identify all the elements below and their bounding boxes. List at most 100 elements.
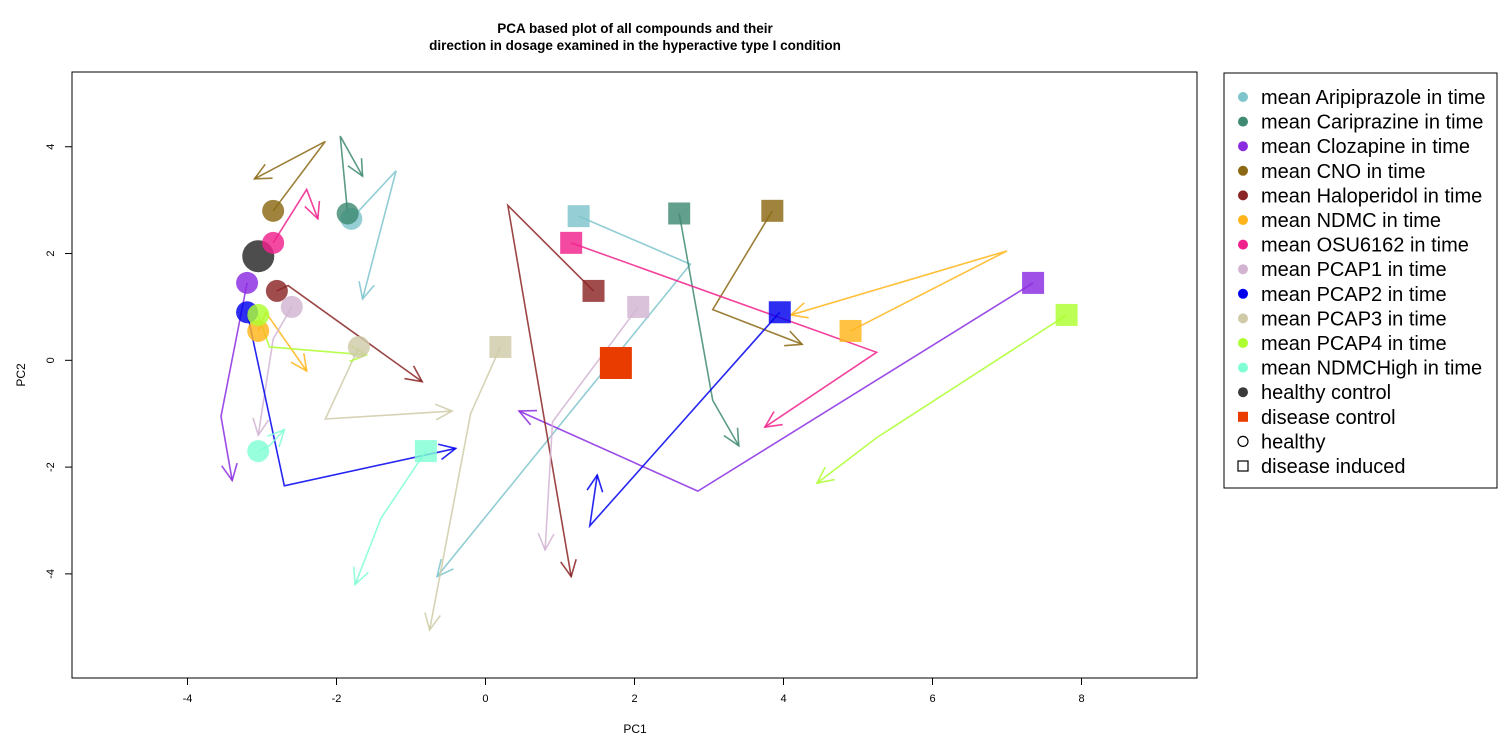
disease-point: [1055, 303, 1078, 326]
disease-trajectory: [816, 314, 1068, 484]
legend-swatch: [1238, 92, 1248, 102]
disease-trajectory-arrowhead: [537, 532, 555, 552]
disease-trajectory-arrowhead: [586, 473, 604, 493]
disease-point: [489, 335, 512, 358]
legend-label: mean Haloperidol in time: [1261, 185, 1482, 207]
healthy-trajectory-arrowhead: [358, 281, 375, 301]
healthy-trajectory: [246, 312, 456, 487]
disease-trajectory-arrowhead: [435, 558, 454, 578]
healthy-point: [247, 319, 270, 342]
disease-point: [414, 440, 437, 463]
disease-trajectory-arrowhead: [517, 409, 538, 426]
healthy-trajectory: [220, 282, 248, 481]
healthy-trajectory-arrowhead: [290, 353, 308, 373]
x-tick-label: -2: [332, 693, 342, 705]
disease-trajectory: [588, 311, 781, 529]
disease-trajectory-arrowhead: [763, 411, 783, 429]
legend-swatch: [1238, 165, 1248, 176]
legend-label: disease control: [1261, 407, 1396, 429]
legend-label: healthy: [1261, 431, 1326, 453]
healthy-trajectory-arrowhead: [252, 163, 273, 180]
legend-label: mean NDMC in time: [1261, 210, 1441, 232]
legend-swatch: [1238, 313, 1248, 324]
disease-trajectory: [678, 213, 740, 447]
legend-swatch: [1238, 288, 1248, 299]
y-axis-label: PC2: [14, 363, 28, 387]
x-tick-label: 4: [780, 693, 786, 705]
legend-label: mean PCAP3 in time: [1261, 308, 1447, 330]
disease-trajectory-arrowhead: [560, 559, 577, 579]
legend-swatch: [1238, 141, 1248, 152]
healthy-point: [262, 199, 285, 222]
disease-trajectory: [544, 306, 639, 550]
healthy-point: [262, 231, 285, 254]
disease-trajectory: [570, 242, 879, 428]
y-tick-label: -4: [45, 569, 57, 579]
healthy-trajectory: [350, 170, 397, 300]
disease-trajectory-arrowhead: [723, 427, 740, 448]
y-tick-label: 4: [45, 144, 57, 150]
legend-box: [1223, 72, 1498, 489]
legend-swatch: [1238, 264, 1248, 275]
disease-point: [839, 319, 862, 342]
legend-swatch: [1238, 338, 1248, 348]
healthy-trajectory: [324, 346, 453, 420]
disease-trajectory: [711, 210, 803, 346]
legend-label: disease induced: [1261, 456, 1406, 478]
healthy-trajectory: [272, 187, 319, 244]
healthy-point: [247, 440, 270, 463]
y-tick-label: -2: [45, 462, 57, 472]
x-tick-label: -4: [183, 693, 193, 705]
y-tick-label: 2: [45, 250, 57, 256]
disease-control-point: [599, 346, 632, 379]
disease-trajectory-arrowhead: [352, 566, 369, 587]
healthy-trajectory-arrowhead: [304, 200, 321, 221]
legend-label: mean NDMCHigh in time: [1261, 358, 1482, 380]
chart-title-line-2: direction in dosage examined in the hype…: [429, 38, 841, 53]
disease-trajectory-arrowhead: [784, 330, 804, 347]
disease-trajectory-arrowhead: [789, 302, 809, 319]
disease-trajectory: [354, 450, 427, 585]
disease-trajectory: [518, 282, 1034, 493]
legend-label: mean PCAP1 in time: [1261, 259, 1447, 281]
plot-frame: [71, 71, 1198, 679]
disease-trajectory-arrowhead: [424, 612, 441, 632]
healthy-trajectory: [339, 135, 364, 214]
healthy-trajectory-arrowhead: [404, 365, 424, 383]
legend-swatch: [1238, 190, 1248, 201]
healthy-point: [265, 279, 288, 302]
legend-swatch: [1238, 387, 1248, 398]
disease-trajectory: [506, 203, 595, 577]
legend-label: healthy control: [1261, 382, 1391, 404]
disease-point: [582, 279, 605, 302]
legend-swatch: [1237, 435, 1249, 447]
legend-label: mean Cariprazine in time: [1261, 112, 1483, 134]
disease-point: [567, 205, 590, 228]
disease-point: [668, 202, 691, 225]
healthy-point: [236, 271, 259, 294]
legend-swatch: [1237, 460, 1249, 472]
healthy-point: [347, 335, 370, 358]
healthy-trajectory-arrowhead: [221, 462, 238, 483]
legend-label: mean CNO in time: [1261, 161, 1426, 183]
legend-label: mean OSU6162 in time: [1261, 235, 1469, 257]
healthy-trajectory-arrowhead: [438, 443, 458, 461]
healthy-trajectory: [257, 306, 293, 436]
y-tick-label: 0: [45, 357, 57, 363]
disease-trajectory: [436, 215, 692, 578]
healthy-point: [336, 202, 359, 225]
legend-label: mean Aripiprazole in time: [1261, 87, 1486, 109]
healthy-trajectory: [254, 140, 326, 212]
legend-swatch: [1238, 239, 1248, 250]
healthy-trajectory-arrowhead: [434, 403, 454, 421]
disease-trajectory: [790, 250, 1008, 332]
x-tick-label: 0: [482, 693, 488, 705]
disease-point: [627, 295, 650, 318]
x-tick-label: 6: [929, 693, 935, 705]
plot-area: -4 -2 0 2 4 6 8 -4 -2 0 2 4: [45, 71, 1198, 705]
chart-title-line-1: PCA based plot of all compounds and thei…: [497, 21, 773, 36]
legend-label: mean Clozapine in time: [1261, 136, 1470, 158]
healthy-point: [247, 303, 270, 326]
legend-swatch: [1238, 411, 1248, 422]
